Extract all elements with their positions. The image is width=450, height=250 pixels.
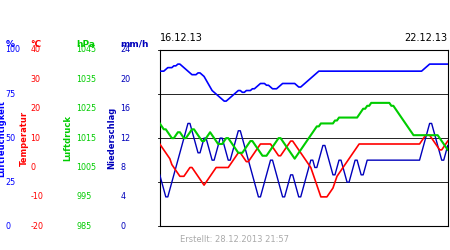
Text: 1025: 1025 xyxy=(76,104,97,113)
Text: 22.12.13: 22.12.13 xyxy=(405,33,448,43)
Text: °C: °C xyxy=(31,40,42,49)
Text: 0: 0 xyxy=(121,222,126,231)
Text: 8: 8 xyxy=(121,163,126,172)
Text: 10: 10 xyxy=(31,134,40,142)
Text: mm/h: mm/h xyxy=(121,40,149,49)
Text: -10: -10 xyxy=(31,192,44,202)
Text: Temperatur: Temperatur xyxy=(20,110,29,166)
Text: 16.12.13: 16.12.13 xyxy=(160,33,202,43)
Text: 50: 50 xyxy=(5,134,15,142)
Text: 1035: 1035 xyxy=(76,75,97,84)
Text: 985: 985 xyxy=(76,222,92,231)
Text: 30: 30 xyxy=(31,75,40,84)
Text: Niederschlag: Niederschlag xyxy=(107,107,116,169)
Text: %: % xyxy=(5,40,14,49)
Text: 16: 16 xyxy=(121,104,130,113)
Text: 1015: 1015 xyxy=(76,134,97,142)
Text: 1005: 1005 xyxy=(76,163,97,172)
Text: 20: 20 xyxy=(31,104,40,113)
Text: 0: 0 xyxy=(5,222,10,231)
Text: 995: 995 xyxy=(76,192,92,202)
Text: Erstellt: 28.12.2013 21:57: Erstellt: 28.12.2013 21:57 xyxy=(180,235,289,244)
Text: 75: 75 xyxy=(5,90,16,98)
Text: Luftdruck: Luftdruck xyxy=(63,115,72,161)
Text: 25: 25 xyxy=(5,178,16,187)
Text: hPa: hPa xyxy=(76,40,95,49)
Text: 0: 0 xyxy=(31,163,36,172)
Text: 100: 100 xyxy=(5,46,20,54)
Text: 4: 4 xyxy=(121,192,126,202)
Text: -20: -20 xyxy=(31,222,44,231)
Text: 12: 12 xyxy=(121,134,131,142)
Text: 1045: 1045 xyxy=(76,46,97,54)
Text: 20: 20 xyxy=(121,75,131,84)
Text: Luftfeuchtigkeit: Luftfeuchtigkeit xyxy=(0,100,6,176)
Text: 24: 24 xyxy=(121,46,131,54)
Text: 40: 40 xyxy=(31,46,40,54)
